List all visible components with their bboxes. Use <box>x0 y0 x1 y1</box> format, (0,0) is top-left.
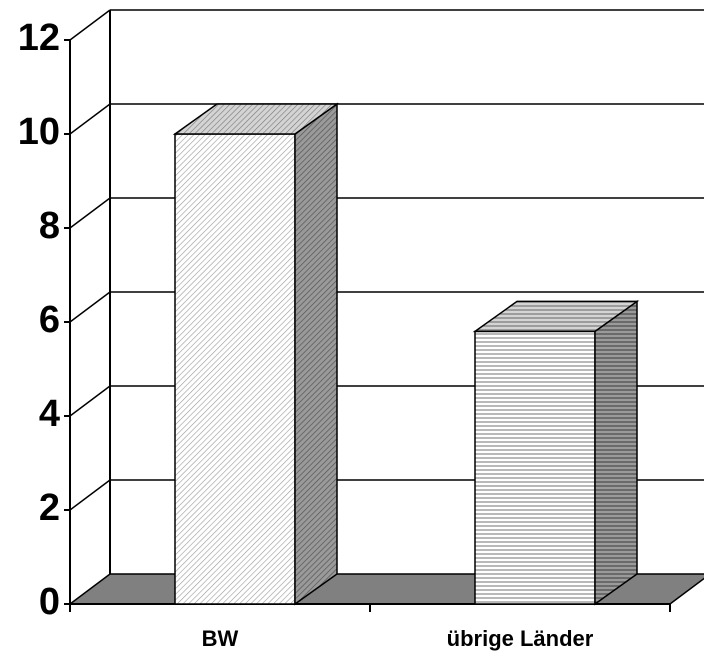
bar <box>472 299 640 606</box>
bar-top <box>172 103 340 135</box>
gridline-side <box>69 197 111 229</box>
y-tick-label: 2 <box>39 487 60 529</box>
y-tick-label: 12 <box>18 17 60 59</box>
gridline-side <box>69 291 111 323</box>
y-tick-label: 8 <box>39 205 60 247</box>
y-tick-label: 10 <box>18 111 60 153</box>
bar <box>172 102 340 606</box>
bar-side <box>594 299 638 606</box>
gridline-side <box>69 103 111 135</box>
gridline-side <box>69 9 111 41</box>
x-tick-label: BW <box>202 626 239 651</box>
y-tick-label: 6 <box>39 299 60 341</box>
y-tick-label: 0 <box>39 581 60 623</box>
bar-front <box>174 133 296 605</box>
gridline-side <box>69 385 111 417</box>
y-tick-label: 4 <box>39 393 60 435</box>
bar-side <box>294 102 338 606</box>
x-tick-label: übrige Länder <box>447 626 594 651</box>
gridline-side <box>69 479 111 511</box>
bar-top <box>472 300 640 333</box>
bar-front <box>474 330 596 605</box>
